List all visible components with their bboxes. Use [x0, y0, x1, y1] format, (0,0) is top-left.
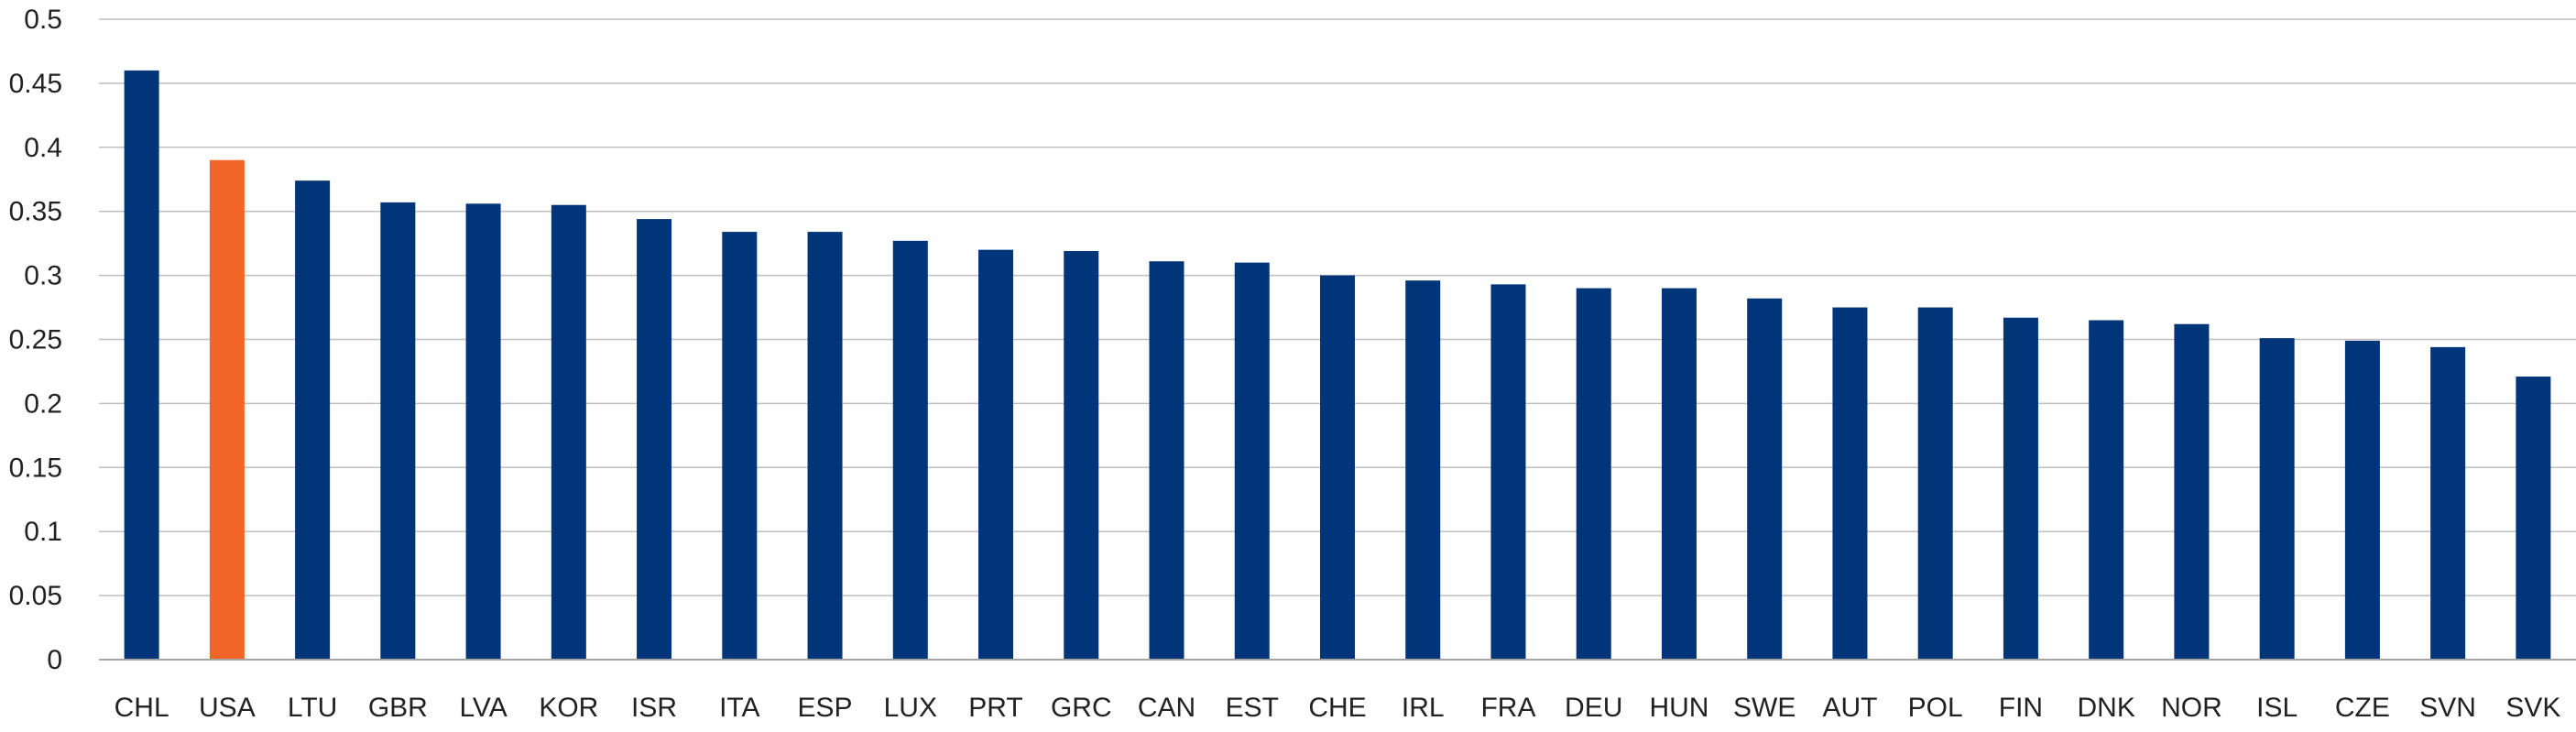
y-tick-label: 0.25	[9, 325, 62, 355]
bar-usa	[209, 159, 245, 660]
bar-pol	[1917, 307, 1953, 660]
x-tick-label-svk: SVK	[2505, 693, 2560, 723]
bar-ltu	[295, 180, 331, 660]
bar-isl	[2259, 338, 2295, 660]
x-tick-label-gbr: GBR	[368, 693, 428, 723]
x-tick-label-deu: DEU	[1565, 693, 1622, 723]
bar-esp	[807, 232, 843, 660]
bar-can	[1149, 261, 1184, 660]
bar-svk	[2516, 377, 2551, 660]
x-tick-label-chl: CHL	[115, 693, 169, 723]
y-axis-tick-labels: 0 0.05 0.1 0.15 0.2 0.25 0.3 0.35 0.4 0.45 0.5	[9, 5, 62, 675]
x-tick-label-usa: USA	[199, 693, 256, 723]
x-tick-label-ita: ITA	[719, 693, 759, 723]
y-tick-label: 0.2	[24, 388, 62, 419]
bar-nor	[2174, 323, 2210, 660]
bar-fin	[2003, 317, 2038, 660]
bar-che	[1320, 275, 1355, 660]
y-tick-label: 0.3	[24, 261, 62, 291]
x-tick-label-kor: KOR	[539, 693, 598, 723]
y-tick-label: 0.15	[9, 453, 62, 483]
bar-dnk	[2089, 320, 2124, 660]
x-tick-label-can: CAN	[1138, 693, 1195, 723]
bar-chl	[124, 70, 159, 661]
x-tick-label-cze: CZE	[2335, 693, 2390, 723]
y-tick-label: 0.35	[9, 197, 62, 227]
x-tick-label-svn: SVN	[2419, 693, 2476, 723]
y-tick-label: 0.4	[24, 133, 62, 163]
x-tick-label-pol: POL	[1908, 693, 1963, 723]
x-tick-label-nor: NOR	[2161, 693, 2222, 723]
bar-svn	[2430, 346, 2466, 660]
x-tick-label-irl: IRL	[1402, 693, 1445, 723]
x-tick-label-swe: SWE	[1733, 693, 1796, 723]
x-tick-label-prt: PRT	[968, 693, 1022, 723]
bar-swe	[1747, 298, 1783, 660]
bar-irl	[1405, 280, 1441, 660]
y-tick-label: 0.45	[9, 69, 62, 99]
bar-grc	[1064, 251, 1099, 660]
x-tick-label-fin: FIN	[1999, 693, 2043, 723]
y-tick-label: 0.05	[9, 581, 62, 611]
x-axis-tick-labels: CHL USA LTU GBR LVA KOR ISR ITA ESP LUX PRT GRC CAN E…	[115, 693, 2561, 723]
bar-hun	[1661, 288, 1697, 660]
x-tick-label-ltu: LTU	[288, 693, 337, 723]
x-tick-label-isr: ISR	[631, 693, 677, 723]
x-tick-label-dnk: DNK	[2078, 693, 2135, 723]
bar-est	[1234, 262, 1270, 660]
bar-lva	[465, 203, 501, 660]
y-tick-label: 0.5	[24, 5, 62, 35]
bar-gbr	[380, 202, 416, 660]
x-tick-label-fra: FRA	[1480, 693, 1535, 723]
x-tick-label-lux: LUX	[884, 693, 937, 723]
x-tick-label-esp: ESP	[798, 693, 853, 723]
bar-prt	[978, 249, 1014, 660]
x-tick-label-che: CHE	[1308, 693, 1366, 723]
x-tick-label-hun: HUN	[1649, 693, 1708, 723]
x-tick-label-grc: GRC	[1051, 693, 1112, 723]
bar-kor	[551, 204, 586, 660]
x-tick-label-lva: LVA	[459, 693, 507, 723]
bar-isr	[637, 219, 672, 660]
bar-cze	[2344, 340, 2380, 660]
bar-lux	[892, 240, 928, 660]
bars	[124, 70, 2551, 661]
y-tick-label: 0.1	[24, 517, 62, 547]
x-tick-label-isl: ISL	[2256, 693, 2298, 723]
bar-fra	[1490, 284, 1526, 660]
x-tick-label-est: EST	[1226, 693, 1279, 723]
bar-ita	[722, 232, 758, 660]
x-tick-label-aut: AUT	[1822, 693, 1877, 723]
y-tick-label: 0	[47, 645, 62, 675]
bar-aut	[1832, 307, 1868, 660]
bar-deu	[1576, 288, 1611, 660]
